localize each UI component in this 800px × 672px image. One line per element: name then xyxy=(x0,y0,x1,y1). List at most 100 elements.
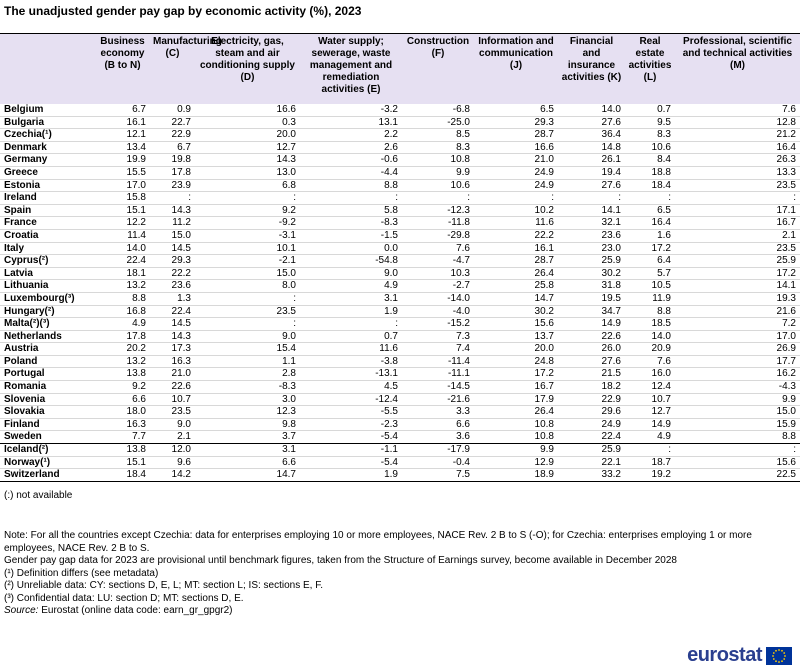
star xyxy=(783,657,786,660)
value-cell: 16.3 xyxy=(150,355,195,369)
header-cell: Real estate activities (L) xyxy=(625,33,675,104)
star xyxy=(783,651,786,654)
value-cell: 31.8 xyxy=(558,279,625,293)
country-cell: Iceland(²) xyxy=(0,443,95,457)
value-cell: 12.2 xyxy=(95,216,150,230)
value-cell: 20.2 xyxy=(95,342,150,356)
value-cell: 7.6 xyxy=(402,242,474,256)
value-cell: 18.9 xyxy=(474,468,558,482)
country-cell: Slovenia xyxy=(0,393,95,407)
value-cell: 18.4 xyxy=(95,468,150,482)
table-row: Slovenia 6.6 10.7 3.0 -12.4 -21.6 17.9 22.9 10.7… xyxy=(0,393,800,407)
source-text: Eurostat (online data code: earn_gr_gpgr… xyxy=(41,605,233,616)
value-cell: 23.0 xyxy=(558,242,625,256)
value-cell: 22.1 xyxy=(558,456,625,470)
table-row: Slovakia 18.0 23.5 12.3 -5.5 3.3 26.4 29.6 12.7 1… xyxy=(0,405,800,419)
value-cell: 8.8 xyxy=(675,430,800,445)
value-cell: 8.8 xyxy=(300,179,402,193)
value-cell: 26.4 xyxy=(474,267,558,281)
value-cell: 14.8 xyxy=(558,141,625,155)
country-cell: Germany xyxy=(0,153,95,167)
value-cell: 22.2 xyxy=(150,267,195,281)
value-cell: 30.2 xyxy=(474,305,558,319)
value-cell: 9.0 xyxy=(300,267,402,281)
table-row: Bulgaria 16.1 22.7 0.3 13.1 -25.0 29.3 27.6 9.5 1… xyxy=(0,116,800,130)
value-cell: -2.1 xyxy=(195,254,300,268)
value-cell: 10.2 xyxy=(474,204,558,218)
table-row: Norway(¹) 15.1 9.6 6.6 -5.4 -0.4 12.9 22.1 18.7 1… xyxy=(0,456,800,470)
value-cell: 12.1 xyxy=(95,128,150,142)
value-cell: 11.4 xyxy=(95,229,150,243)
value-cell: 9.2 xyxy=(195,204,300,218)
value-cell: 2.1 xyxy=(150,430,195,445)
value-cell: 15.1 xyxy=(95,204,150,218)
country-cell: Spain xyxy=(0,204,95,218)
star xyxy=(775,649,777,652)
value-cell: 6.8 xyxy=(195,179,300,193)
value-cell: 9.0 xyxy=(195,330,300,344)
value-cell: 4.9 xyxy=(625,430,675,445)
star xyxy=(772,654,774,657)
value-cell: 2.8 xyxy=(195,367,300,382)
value-cell: 14.9 xyxy=(558,317,625,331)
value-cell: -29.8 xyxy=(402,229,474,243)
value-cell: -21.6 xyxy=(402,393,474,407)
country-cell: Finland xyxy=(0,418,95,432)
value-cell: 32.1 xyxy=(558,216,625,230)
country-cell: Netherlands xyxy=(0,330,95,344)
value-cell: -2.7 xyxy=(402,279,474,293)
header-cell xyxy=(0,33,95,104)
value-cell: 2.6 xyxy=(300,141,402,155)
country-cell: Luxembourg(³) xyxy=(0,292,95,306)
value-cell: 23.5 xyxy=(675,179,800,193)
table-row: Poland 13.2 16.3 1.1 -3.8 -11.4 24.8 27.6 7.6 17.… xyxy=(0,355,800,369)
value-cell: : xyxy=(195,191,300,205)
value-cell: 6.6 xyxy=(195,456,300,470)
value-cell: 1.9 xyxy=(300,468,402,482)
table-row: Netherlands 17.8 14.3 9.0 0.7 7.3 13.7 22.6 14.0… xyxy=(0,330,800,344)
value-cell: 7.2 xyxy=(675,317,800,331)
value-cell: 16.4 xyxy=(675,141,800,155)
value-cell: 11.6 xyxy=(300,342,402,356)
value-cell: 14.0 xyxy=(558,104,625,117)
value-cell: 16.1 xyxy=(474,242,558,256)
value-cell: 22.2 xyxy=(474,229,558,243)
country-cell: Denmark xyxy=(0,141,95,155)
value-cell: 25.8 xyxy=(474,279,558,293)
value-cell: -11.8 xyxy=(402,216,474,230)
table-row: Switzerland 18.4 14.2 14.7 1.9 7.5 18.9 33.2 19.… xyxy=(0,468,800,482)
value-cell: -14.5 xyxy=(402,380,474,394)
note: (¹) Definition differs (see metadata) xyxy=(4,567,159,579)
value-cell: 1.9 xyxy=(300,305,402,319)
value-cell: -11.1 xyxy=(402,367,474,382)
value-cell: 36.4 xyxy=(558,128,625,142)
value-cell: 8.5 xyxy=(402,128,474,142)
table-row: Finland 16.3 9.0 9.8 -2.3 6.6 10.8 24.9 14.9 15.9 xyxy=(0,418,800,432)
value-cell: 7.4 xyxy=(402,342,474,356)
country-cell: Romania xyxy=(0,380,95,394)
country-cell: Portugal xyxy=(0,367,95,382)
value-cell: 7.7 xyxy=(95,430,150,445)
value-cell: 22.9 xyxy=(558,393,625,407)
value-cell: 17.2 xyxy=(625,242,675,256)
value-cell: 7.5 xyxy=(402,468,474,482)
logo: eurostat xyxy=(687,644,792,667)
value-cell: 12.3 xyxy=(195,405,300,419)
table-row: Spain 15.1 14.3 9.2 5.8 -12.3 10.2 14.1 6.5 17.1 xyxy=(0,204,800,218)
value-cell: 14.0 xyxy=(95,242,150,256)
value-cell: -6.8 xyxy=(402,104,474,117)
value-cell: 22.4 xyxy=(150,305,195,319)
value-cell: 22.9 xyxy=(150,128,195,142)
country-cell: Cyprus(²) xyxy=(0,254,95,268)
value-cell: 9.5 xyxy=(625,116,675,130)
value-cell: 10.6 xyxy=(625,141,675,155)
value-cell: -17.9 xyxy=(402,443,474,457)
note: (³) Confidential data: LU: section D; MT… xyxy=(4,592,244,604)
value-cell: -4.0 xyxy=(402,305,474,319)
value-cell: 18.5 xyxy=(625,317,675,331)
value-cell: 6.6 xyxy=(402,418,474,432)
country-cell: Italy xyxy=(0,242,95,256)
value-cell: 19.5 xyxy=(558,292,625,306)
value-cell: : xyxy=(625,191,675,205)
value-cell: 13.1 xyxy=(300,116,402,130)
